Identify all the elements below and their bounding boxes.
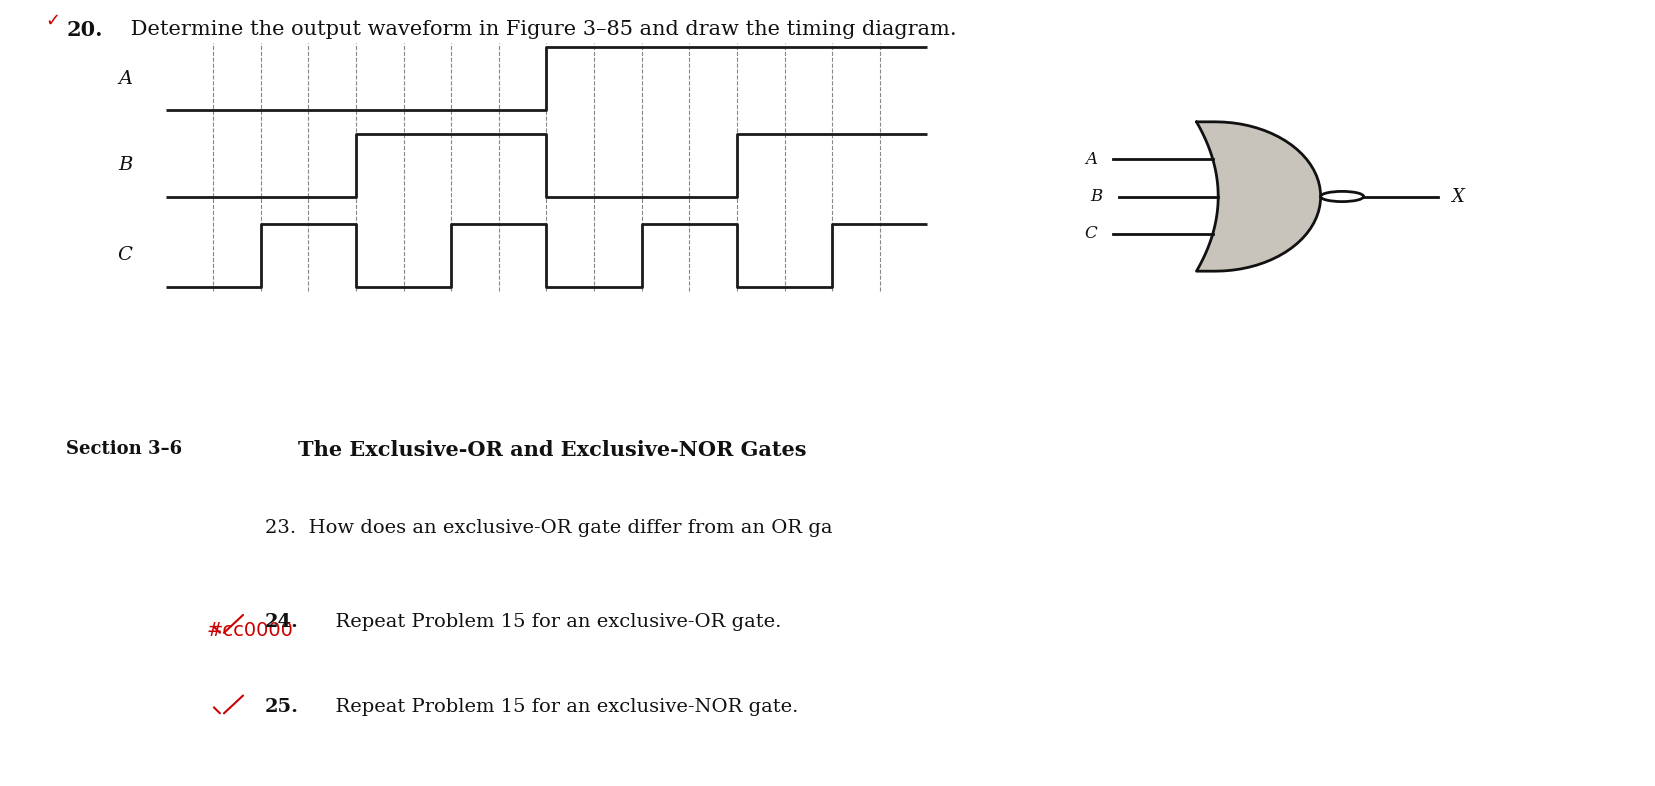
Text: B: B	[1089, 188, 1102, 205]
Text: 24.: 24.	[265, 613, 298, 631]
Text: 20.: 20.	[66, 20, 103, 39]
Text: C: C	[118, 247, 132, 264]
Text: The Exclusive-OR and Exclusive-NOR Gates: The Exclusive-OR and Exclusive-NOR Gates	[298, 440, 806, 460]
Text: C: C	[1084, 226, 1096, 242]
Polygon shape	[1195, 122, 1319, 271]
Text: Section 3–6: Section 3–6	[66, 440, 182, 458]
Text: #cc0000: #cc0000	[207, 621, 293, 640]
Text: B: B	[118, 156, 132, 174]
Text: X: X	[1450, 188, 1463, 205]
Text: A: A	[118, 70, 132, 87]
Text: Determine the output waveform in Figure 3–85 and draw the timing diagram.: Determine the output waveform in Figure …	[124, 20, 957, 39]
Text: Repeat Problem 15 for an exclusive-NOR gate.: Repeat Problem 15 for an exclusive-NOR g…	[323, 698, 798, 715]
Circle shape	[1319, 191, 1362, 201]
Text: 23.  How does an exclusive-OR gate differ from an OR ga: 23. How does an exclusive-OR gate differ…	[265, 519, 832, 537]
Text: A: A	[1084, 151, 1096, 167]
Text: ✓: ✓	[45, 12, 61, 30]
Text: Repeat Problem 15 for an exclusive-OR gate.: Repeat Problem 15 for an exclusive-OR ga…	[323, 613, 781, 631]
Text: 25.: 25.	[265, 698, 300, 715]
